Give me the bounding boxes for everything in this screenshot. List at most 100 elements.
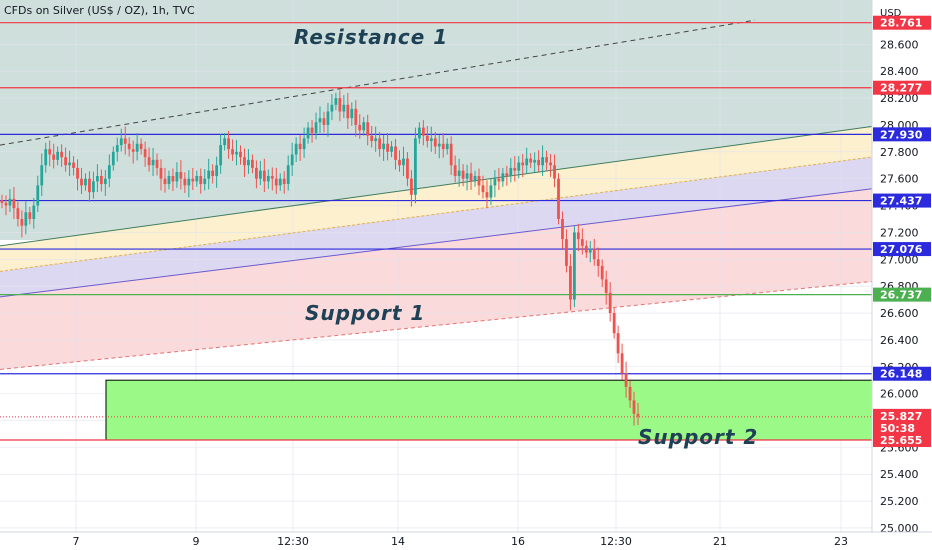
candle-body: [584, 245, 588, 253]
candle-body: [366, 122, 370, 136]
candle-body: [24, 212, 28, 226]
candle-body: [227, 138, 230, 150]
candle-body: [457, 170, 461, 176]
candle-body: [489, 185, 493, 198]
price-tick-label: 28.600: [880, 38, 919, 51]
candle-body: [231, 149, 234, 155]
candle-body: [604, 279, 608, 293]
price-badge-top-red: [873, 15, 931, 30]
price-tick-label: 25.400: [880, 468, 919, 481]
candle-body: [561, 218, 564, 240]
candle-body: [616, 333, 620, 354]
annotation-support-1[interactable]: Support 1: [305, 301, 425, 325]
candle-body: [159, 167, 163, 179]
candle-body: [453, 165, 457, 176]
candle-body: [445, 143, 449, 150]
candle-body: [179, 171, 183, 179]
candle-body: [525, 158, 529, 166]
channel-dashed-top-line[interactable]: [0, 19, 756, 146]
candle-body: [425, 135, 429, 142]
candle-body: [624, 373, 628, 387]
candle-body: [306, 127, 310, 139]
candle-body: [48, 149, 52, 155]
candle-body: [135, 143, 139, 152]
price-axis[interactable]: 28.60028.40028.20028.00027.80027.60027.4…: [880, 38, 919, 535]
price-badge-label: 27.930: [880, 128, 923, 141]
candle-body: [163, 178, 167, 185]
candle-body: [28, 212, 32, 219]
candle-body: [576, 232, 580, 240]
price-tick-label: 26.600: [880, 307, 919, 320]
channel-bottom-line[interactable]: [0, 275, 932, 370]
candle-body: [362, 122, 366, 131]
candle-body: [529, 158, 533, 163]
candle-body: [20, 218, 24, 226]
price-tick-label: 25.000: [880, 522, 919, 535]
candle-body: [64, 157, 67, 166]
candle-body: [191, 178, 195, 182]
candle-body: [286, 165, 290, 185]
current-price-label: 25.827: [880, 410, 922, 423]
candle-body: [258, 170, 262, 179]
candle-body: [92, 181, 95, 193]
candle-body: [211, 170, 215, 176]
candle-body: [247, 159, 250, 166]
price-badge-blue-2: [873, 193, 931, 208]
price-tick-label: 26.000: [880, 388, 919, 401]
candle-body: [298, 143, 302, 150]
price-tick-label: 27.600: [880, 173, 919, 186]
candle-body: [398, 159, 401, 166]
candle-body: [592, 248, 596, 260]
candle-body: [378, 138, 382, 150]
candle-body: [255, 167, 258, 179]
candle-body: [374, 138, 378, 142]
candle-body: [449, 143, 453, 166]
candle-body: [16, 208, 20, 219]
candle-body: [338, 98, 342, 112]
candle-body: [195, 175, 199, 182]
candle-body: [521, 162, 525, 166]
price-badge-green: [873, 287, 931, 302]
candle-body: [342, 104, 346, 112]
support-zone-box[interactable]: [105, 379, 872, 441]
candle-body: [429, 138, 433, 142]
annotation-resistance-1[interactable]: Resistance 1: [294, 25, 448, 49]
candle-body: [143, 149, 147, 158]
candle-body: [632, 400, 636, 414]
candle-body: [72, 162, 75, 168]
candle-body: [414, 138, 417, 195]
candle-body: [469, 173, 473, 182]
candle-body: [497, 178, 501, 182]
candle-body: [183, 178, 187, 186]
channel-zone-red: [0, 188, 872, 370]
price-badge-blue-4: [873, 366, 931, 381]
candle-body: [437, 143, 441, 147]
time-tick-label: 23: [834, 535, 848, 548]
price-badge-label: 27.437: [880, 195, 922, 208]
candle-body: [44, 149, 48, 166]
candle-body: [147, 157, 151, 166]
candle-body: [251, 159, 254, 168]
candle-body: [270, 175, 274, 179]
candle-body: [509, 167, 513, 176]
channel-upper-line[interactable]: [0, 118, 932, 247]
candle-body: [549, 162, 552, 166]
candle-body: [56, 151, 60, 160]
candle-body: [99, 175, 103, 185]
candle-body: [8, 198, 12, 206]
candle-body: [266, 175, 270, 182]
candle-body: [533, 159, 537, 163]
candle-body: [12, 198, 16, 209]
channel-mid-line[interactable]: [0, 149, 932, 272]
candle-body: [235, 151, 238, 155]
candle-body: [131, 149, 135, 152]
time-axis[interactable]: 7 9 12:30 14 16 12:30 21 23: [73, 535, 849, 548]
candle-body: [139, 143, 143, 150]
candle-body: [545, 157, 548, 163]
candlestick-series[interactable]: [0, 90, 640, 426]
chart-title: CFDs on Silver (US$ / OZ), 1h, TVC: [4, 4, 195, 17]
time-tick-label: 9: [193, 535, 200, 548]
annotation-support-2[interactable]: Support 2: [638, 425, 758, 449]
candle-body: [282, 178, 286, 185]
